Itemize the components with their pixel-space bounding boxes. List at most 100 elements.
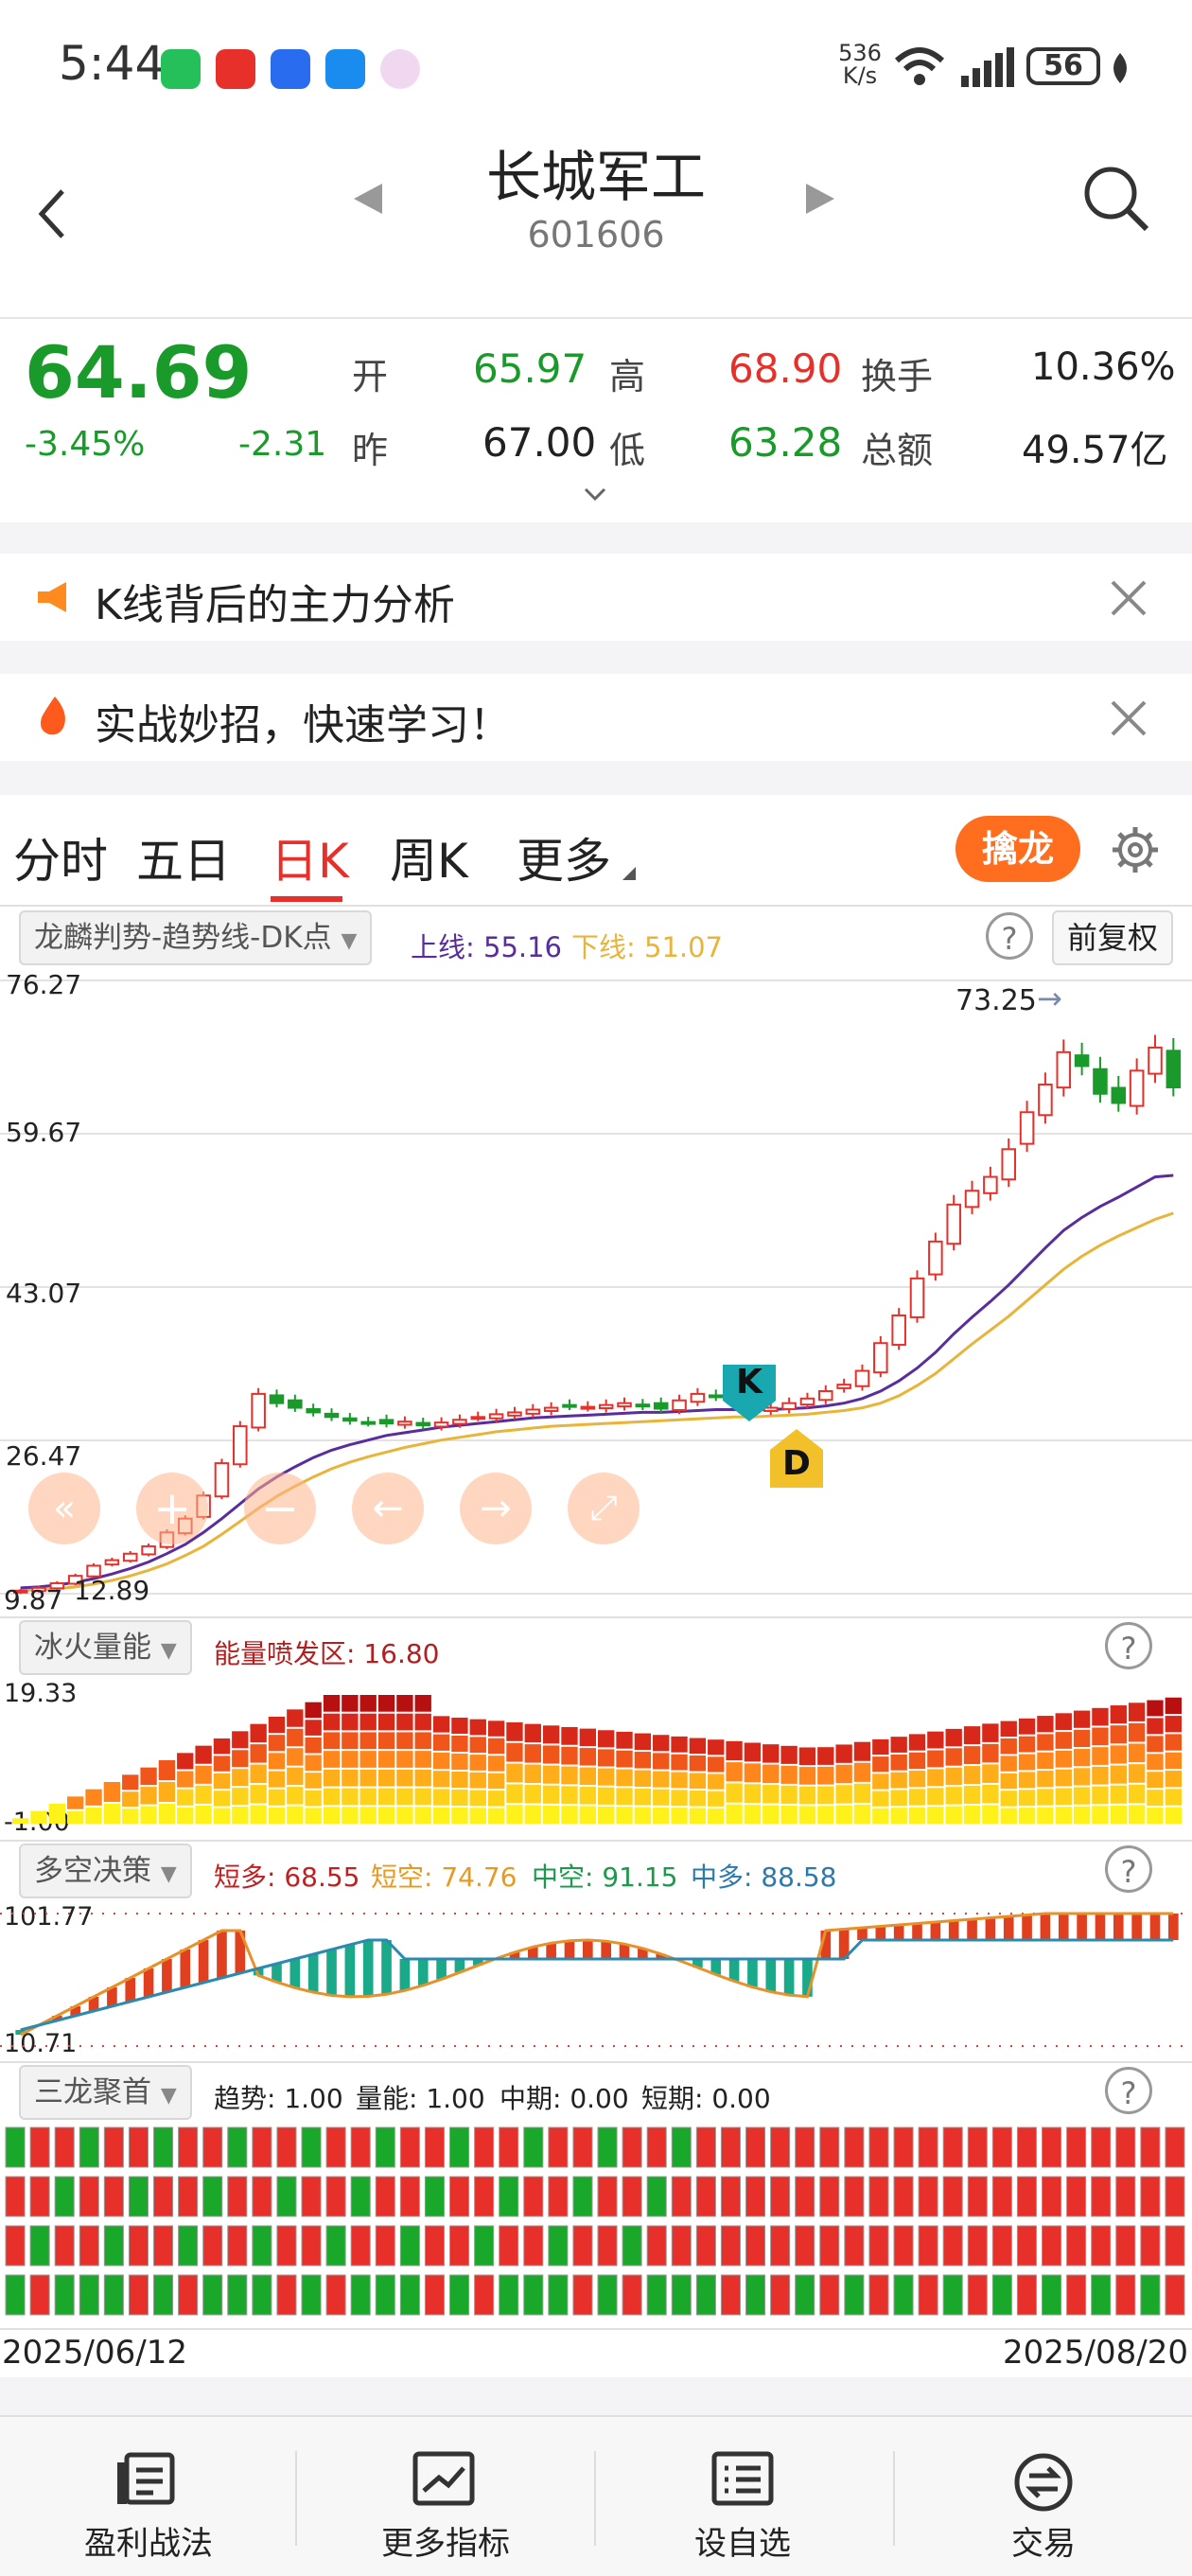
energy-bar — [982, 1805, 999, 1824]
nav-label-strategy[interactable]: 盈利战法 — [84, 2525, 213, 2563]
signal-block — [893, 2126, 914, 2168]
signal-block — [79, 2176, 99, 2217]
watchlist-icon[interactable] — [711, 2451, 774, 2508]
next-stock-icon[interactable] — [800, 180, 838, 218]
signal-block — [745, 2274, 766, 2316]
adjust-restore-button[interactable]: 前复权 — [1052, 910, 1174, 965]
promo-banner[interactable]: 实战妙招，快速学习！ — [0, 674, 1192, 761]
signal-block — [1042, 2126, 1062, 2168]
main-indicator-dropdown[interactable]: 龙麟判势-趋势线-DK点 ▼ — [19, 910, 373, 965]
energy-bar — [579, 1806, 596, 1824]
signal-block — [795, 2126, 815, 2168]
back-icon[interactable] — [34, 185, 72, 242]
prev-close-value: 67.00 — [482, 419, 597, 466]
energy-bar — [689, 1756, 707, 1772]
capture-dragon-button[interactable]: 擒龙 — [955, 816, 1080, 882]
prev-stock-icon[interactable] — [350, 180, 388, 218]
expand-chevron-icon[interactable] — [583, 485, 607, 504]
k-marker-label: K — [736, 1363, 763, 1402]
energy-bar — [451, 1790, 468, 1807]
scroll-left-button[interactable]: ← — [352, 1473, 424, 1544]
promo-banner[interactable]: K线背后的主力分析 — [0, 554, 1192, 641]
signal-block — [227, 2274, 248, 2316]
low-label: 低 — [609, 430, 646, 471]
energy-indicator-dropdown[interactable]: 冰火量能 ▼ — [19, 1620, 192, 1675]
nav-label-indicators[interactable]: 更多指标 — [381, 2525, 510, 2563]
energy-bar — [396, 1788, 413, 1806]
amount-label: 总额 — [861, 430, 934, 471]
turnover-value: 10.36% — [1031, 345, 1176, 389]
energy-bar — [377, 1713, 395, 1731]
signal-block — [474, 2126, 495, 2168]
energy-bar — [927, 1750, 944, 1768]
help-icon[interactable]: ? — [1105, 1845, 1152, 1893]
help-icon[interactable]: ? — [1105, 2067, 1152, 2114]
tab-more[interactable]: 更多 — [517, 834, 611, 889]
longshort-indicator-dropdown[interactable]: 多空决策 ▼ — [19, 1844, 192, 1898]
signal-block — [745, 2225, 766, 2267]
nav-label-watchlist[interactable]: 设自选 — [694, 2525, 791, 2563]
signal-block — [622, 2176, 642, 2217]
energy-bar — [744, 1784, 762, 1804]
signal-block — [449, 2176, 470, 2217]
energy-bar — [359, 1769, 377, 1787]
energy-bar — [817, 1786, 834, 1805]
indicator-icon[interactable] — [412, 2451, 475, 2508]
three-dragons-dropdown[interactable]: 三龙聚首 ▼ — [19, 2065, 192, 2120]
trade-icon[interactable] — [1012, 2451, 1075, 2514]
signal-block — [474, 2176, 495, 2217]
battery-indicator: 56 — [1026, 47, 1100, 85]
energy-bar — [872, 1756, 889, 1773]
fullscreen-button[interactable]: ⤢ — [568, 1473, 640, 1544]
energy-bar — [1037, 1734, 1054, 1751]
energy-bar — [1073, 1768, 1091, 1786]
energy-bar — [524, 1785, 541, 1804]
energy-bar — [1147, 1754, 1164, 1771]
candle-body — [397, 1420, 412, 1426]
search-icon[interactable] — [1078, 161, 1154, 237]
energy-bar — [305, 1702, 322, 1719]
signal-block — [695, 2126, 716, 2168]
energy-bar — [653, 1807, 670, 1824]
signal-block — [499, 2126, 519, 2168]
energy-bar — [1055, 1713, 1072, 1731]
signal-block — [548, 2176, 569, 2217]
close-icon[interactable] — [1109, 578, 1148, 618]
energy-bar — [1110, 1805, 1127, 1824]
candle-body — [122, 1552, 138, 1562]
nav-label-trade[interactable]: 交易 — [1011, 2525, 1076, 2563]
wechat-icon — [161, 49, 201, 89]
energy-bar — [140, 1767, 157, 1786]
close-icon[interactable] — [1109, 698, 1148, 738]
tab-weekly-k[interactable]: 周K — [390, 834, 468, 889]
energy-bar — [103, 1782, 121, 1802]
energy-bar — [213, 1756, 231, 1772]
jump-start-button[interactable]: « — [28, 1473, 100, 1544]
scroll-right-button[interactable]: → — [460, 1473, 532, 1544]
candlestick-chart[interactable] — [0, 969, 1192, 1622]
signal-block — [646, 2274, 667, 2316]
tab-intraday[interactable]: 分时 — [13, 834, 108, 889]
settings-gear-icon[interactable] — [1107, 821, 1164, 878]
energy-bar — [396, 1695, 413, 1712]
energy-bar — [1092, 1747, 1109, 1765]
energy-bar — [451, 1754, 468, 1771]
energy-bar — [213, 1738, 231, 1755]
energy-bar — [616, 1769, 633, 1787]
dropdown-caret-icon: ▼ — [160, 1862, 177, 1886]
energy-bar — [268, 1789, 286, 1806]
zoom-out-button[interactable]: − — [244, 1473, 316, 1544]
energy-bar — [524, 1723, 541, 1743]
energy-bar — [708, 1808, 725, 1824]
energy-bar — [195, 1745, 212, 1764]
help-icon[interactable]: ? — [1105, 1622, 1152, 1669]
signal-block — [301, 2126, 322, 2168]
blue-app-icon — [271, 49, 310, 89]
tab-five-day[interactable]: 五日 — [136, 834, 231, 889]
help-icon[interactable]: ? — [986, 912, 1033, 960]
energy-bar — [342, 1769, 359, 1787]
signal-block — [1066, 2225, 1087, 2267]
zoom-in-button[interactable]: + — [136, 1473, 208, 1544]
tab-daily-k[interactable]: 日K — [271, 834, 349, 889]
strategy-icon[interactable] — [115, 2451, 176, 2508]
